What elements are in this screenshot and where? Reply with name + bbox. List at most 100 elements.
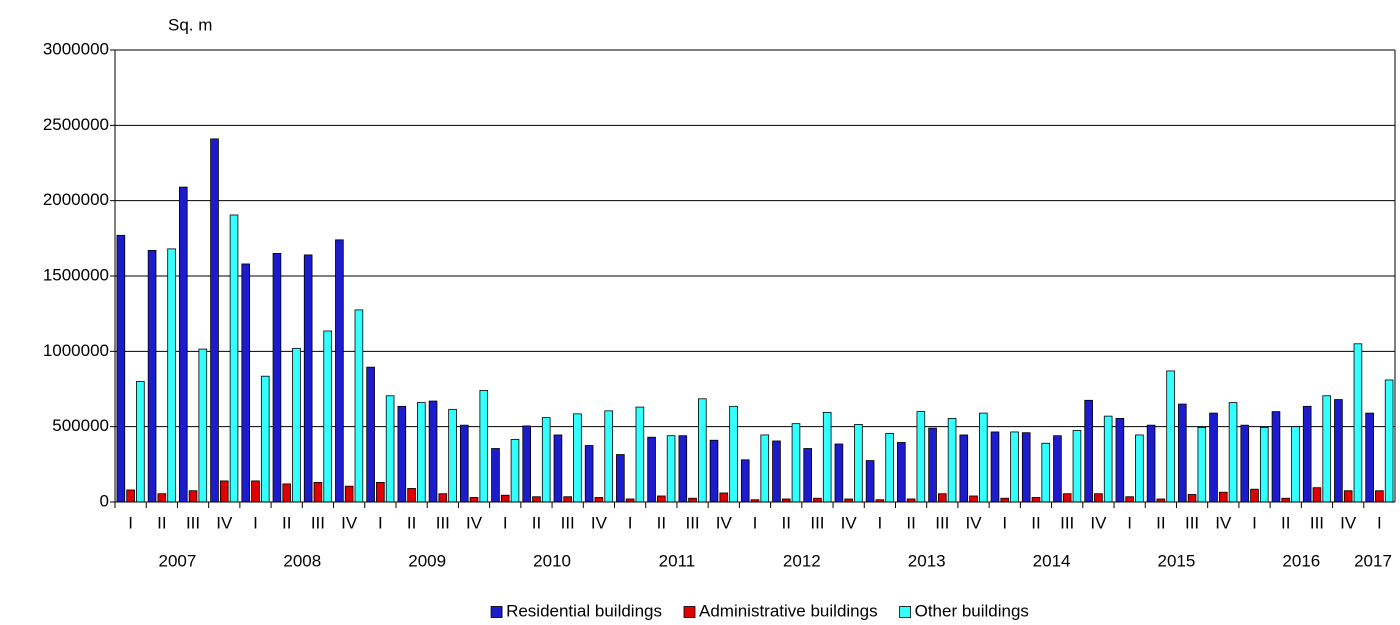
bar — [760, 434, 770, 503]
y-tick-label: 2500000 — [43, 115, 109, 134]
x-tick-label: III — [311, 513, 325, 532]
bar — [854, 424, 863, 503]
bar — [385, 395, 395, 503]
y-tick-label: 1500000 — [43, 265, 109, 284]
year-label: 2013 — [908, 551, 946, 570]
bar — [178, 186, 188, 503]
legend-label: Residential buildings — [506, 601, 662, 620]
bar — [469, 497, 479, 503]
bar — [1197, 427, 1207, 503]
bar — [822, 411, 832, 503]
bar — [1178, 403, 1187, 503]
x-tick-label: I — [1127, 513, 1132, 532]
bar — [157, 493, 167, 503]
bar — [1187, 494, 1197, 503]
bar — [1053, 435, 1062, 503]
y-tick-label: 2000000 — [43, 190, 109, 209]
bar — [1281, 497, 1291, 503]
x-tick-label: I — [1252, 513, 1257, 532]
x-tick-label: IV — [341, 513, 358, 532]
y-tick-label: 500000 — [52, 416, 109, 435]
bar — [1302, 405, 1312, 503]
bar — [1041, 442, 1051, 503]
y-tick-label: 1000000 — [43, 341, 109, 360]
bar — [376, 482, 385, 503]
bar — [1228, 402, 1238, 503]
x-tick-label: III — [561, 513, 575, 532]
bar — [938, 493, 947, 503]
year-label: 2012 — [783, 551, 821, 570]
x-tick-label: III — [1310, 513, 1324, 532]
bar — [657, 495, 666, 503]
bar — [1271, 411, 1281, 503]
bar — [219, 480, 229, 503]
x-tick-label: I — [253, 513, 258, 532]
y-tick-label: 0 — [100, 491, 109, 510]
bar — [1334, 399, 1343, 503]
bar — [323, 330, 332, 503]
bar — [1291, 426, 1300, 503]
bar — [116, 234, 126, 503]
year-label: 2007 — [159, 551, 197, 570]
bar — [1000, 497, 1010, 503]
year-label: 2017 — [1354, 551, 1392, 570]
bar — [928, 427, 937, 503]
x-tick-label: III — [810, 513, 824, 532]
x-tick-label: IV — [1090, 513, 1107, 532]
bar — [1259, 427, 1269, 503]
bar — [1322, 395, 1332, 503]
bar — [303, 254, 313, 503]
x-tick-label: II — [282, 513, 291, 532]
legend-label: Administrative buildings — [699, 601, 878, 620]
bar — [594, 497, 604, 503]
x-tick-label: IV — [466, 513, 483, 532]
x-tick-label: III — [186, 513, 200, 532]
bar — [1365, 412, 1374, 503]
bar — [491, 448, 500, 503]
bar — [541, 417, 551, 503]
x-tick-label: II — [657, 513, 666, 532]
x-tick-label: IV — [966, 513, 983, 532]
bar — [428, 400, 438, 503]
bar — [354, 309, 364, 503]
bar — [990, 431, 1000, 503]
bar — [813, 497, 822, 503]
bar — [709, 439, 719, 503]
bar — [229, 214, 239, 503]
bar — [1031, 497, 1041, 503]
x-tick-label: II — [1156, 513, 1165, 532]
x-tick-label: II — [407, 513, 416, 532]
legend-swatch — [490, 606, 503, 618]
year-label: 2016 — [1282, 551, 1320, 570]
bar — [959, 434, 969, 503]
bar — [1072, 430, 1082, 503]
bar — [1384, 379, 1394, 503]
bar — [584, 445, 594, 503]
bar — [335, 239, 344, 503]
x-tick-label: I — [378, 513, 383, 532]
bar — [1062, 493, 1072, 503]
bar — [1125, 496, 1134, 503]
bar — [791, 423, 801, 503]
bar — [282, 483, 292, 503]
x-tick-label: II — [532, 513, 541, 532]
x-tick-label: IV — [1215, 513, 1232, 532]
x-tick-label: IV — [1340, 513, 1357, 532]
bar — [500, 494, 510, 503]
bar — [479, 390, 489, 503]
bar — [198, 348, 208, 503]
x-tick-label: III — [1060, 513, 1074, 532]
bar — [1010, 431, 1019, 503]
bar — [188, 490, 198, 503]
x-tick-label: I — [503, 513, 508, 532]
bar — [1218, 491, 1228, 503]
bar — [167, 248, 176, 503]
bar — [553, 434, 563, 503]
bar — [897, 442, 906, 503]
year-label: 2014 — [1033, 551, 1071, 570]
x-tick-label: IV — [216, 513, 233, 532]
bar — [407, 488, 416, 503]
bar — [448, 408, 457, 503]
bar — [241, 263, 251, 503]
